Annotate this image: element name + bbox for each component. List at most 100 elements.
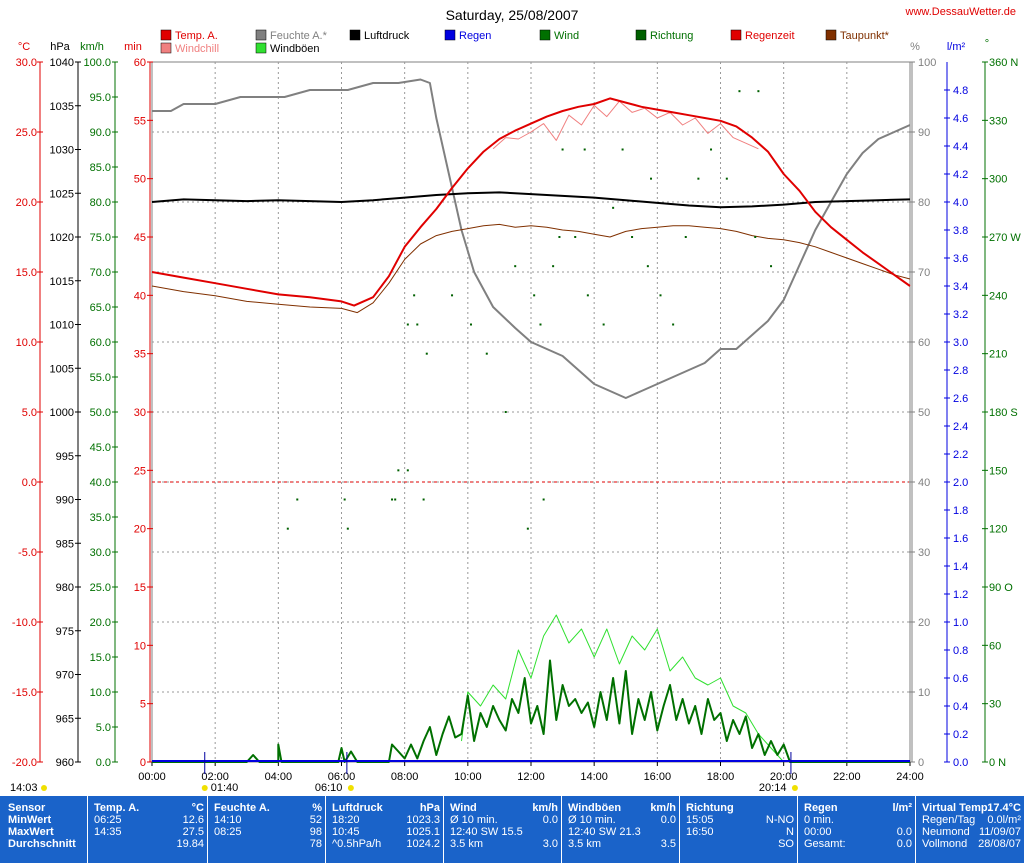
rain-axis-label: 1.0 [953, 617, 968, 629]
rain-axis-label: 1.4 [953, 561, 968, 573]
stats-cell-right: km/h [650, 802, 676, 814]
stats-cell-right: 17.4°C [987, 802, 1021, 814]
wind-axis-label: 65.0 [90, 302, 111, 314]
temp-axis-label: 30.0 [16, 57, 37, 69]
wind-axis-label: 45.0 [90, 442, 111, 454]
wind-axis-label: 90.0 [90, 127, 111, 139]
stats-header: Virtual Temp. 17.4°C [916, 802, 1024, 814]
direction-point [586, 294, 589, 297]
legend-label: Feuchte A.* [270, 30, 328, 42]
pressure-axis-label: 1015 [50, 276, 74, 288]
direction-point [286, 527, 289, 530]
direction-point [514, 265, 517, 268]
stats-cell-right: 28/08/07 [978, 838, 1021, 850]
humidity-axis-label: 30 [918, 547, 930, 559]
rain-axis-label: 3.8 [953, 225, 968, 237]
temp-axis-label: 15.0 [16, 267, 37, 279]
rain-axis-label: 3.0 [953, 337, 968, 349]
temp-axis-label: -10.0 [12, 617, 37, 629]
stats-column: Wind km/h Ø 10 min. 0.0 12:40 SW 15.5 3.5 km 3… [443, 796, 562, 863]
direction-point [504, 411, 507, 413]
stats-panel: Sensor MinWert MaxWert Durchschnitt Temp. A.… [0, 796, 1024, 863]
minutes-axis-label: 35 [134, 349, 146, 361]
direction-point [650, 177, 653, 180]
temp-axis-label: 20.0 [16, 197, 37, 209]
unit-rain: l/m² [947, 41, 966, 53]
rain-axis-label: 0.8 [953, 645, 968, 657]
series-feuchte-a [152, 78, 911, 399]
stats-header: Wind km/h [444, 802, 562, 814]
direction-point [485, 352, 488, 355]
stats-cell-left: Feuchte A. [214, 802, 270, 814]
x-tick-label: 18:00 [707, 771, 735, 783]
stats-cell-right: 11/09/07 [978, 826, 1021, 838]
direction-axis-label: 60 [989, 640, 1001, 652]
minutes-axis-label: 10 [134, 640, 146, 652]
stats-row: 00:00 0.0 [798, 826, 916, 838]
stats-cell-right: 78 [309, 838, 322, 850]
stats-header: Richtung [680, 802, 798, 814]
temp-axis-label: 0.0 [22, 477, 37, 489]
stats-row: 78 [208, 838, 326, 850]
stats-column: Richtung 15:05 N-NO 16:50 N SO [679, 796, 798, 863]
rain-axis-label: 2.2 [953, 449, 968, 461]
legend-label: Wind [554, 30, 579, 42]
direction-axis-label: 330 [989, 115, 1007, 127]
stats-cell-right: % [312, 802, 322, 814]
wind-axis-label: 85.0 [90, 162, 111, 174]
direction-point [469, 323, 472, 326]
direction-point [602, 323, 605, 326]
direction-point [738, 90, 741, 93]
humidity-axis-label: 80 [918, 197, 930, 209]
pressure-axis-label: 995 [56, 451, 74, 463]
humidity-axis-label: 40 [918, 477, 930, 489]
stats-column: Virtual Temp. 17.4°C Regen/Tag 0.0l/m² Neumo… [915, 796, 1024, 863]
legend-swatch [539, 29, 551, 41]
stats-cell-left: Virtual Temp. [922, 802, 991, 814]
stats-cell-left: 0 min. [804, 814, 834, 826]
rain-axis-label: 1.2 [953, 589, 968, 601]
rain-axis-label: 3.2 [953, 309, 968, 321]
stats-cell-left: Regen/Tag [922, 814, 976, 826]
direction-point [754, 236, 757, 238]
wind-axis-label: 80.0 [90, 197, 111, 209]
direction-point [425, 352, 428, 355]
rain-axis-label: 1.6 [953, 533, 968, 545]
direction-point [416, 323, 419, 326]
wind-axis-label: 75.0 [90, 232, 111, 244]
wind-axis-label: 55.0 [90, 372, 111, 384]
temp-axis-label: 25.0 [16, 127, 37, 139]
wind-axis-label: 10.0 [90, 687, 111, 699]
x-tick-label: 16:00 [644, 771, 672, 783]
wind-axis-label: 35.0 [90, 512, 111, 524]
stats-cell-left: Gesamt: [804, 838, 846, 850]
direction-point [422, 498, 425, 501]
temp-axis-label: -15.0 [12, 687, 37, 699]
temp-axis-label: -20.0 [12, 757, 37, 769]
legend-label: Temp. A. [175, 30, 218, 42]
x-tick-label: 00:00 [138, 771, 166, 783]
stats-header: Windböen km/h [562, 802, 680, 814]
unit-wind: km/h [80, 41, 104, 53]
unit-temp: °C [18, 41, 30, 53]
direction-point [542, 498, 545, 501]
x-tick-label: 24:00 [896, 771, 924, 783]
rain-axis-label: 4.4 [953, 141, 968, 153]
direction-point [725, 177, 728, 180]
stats-cell-right: 3.5 [660, 838, 676, 850]
stats-cell-left: 10:45 [332, 826, 360, 838]
stats-cell-right: l/m² [892, 802, 912, 814]
stats-cell-right: N-NO [765, 814, 794, 826]
pressure-axis-label: 965 [56, 713, 74, 725]
stats-row: Gesamt: 0.0 [798, 838, 916, 850]
wind-axis-label: 95.0 [90, 92, 111, 104]
stats-row: Ø 10 min. 0.0 [562, 814, 680, 826]
unit-percent: % [910, 41, 920, 53]
rain-axis-label: 2.0 [953, 477, 968, 489]
x-tick-label: 08:00 [391, 771, 419, 783]
site-link[interactable]: www.DessauWetter.de [905, 6, 1016, 18]
pressure-axis-label: 1020 [50, 232, 74, 244]
sun-markers: 14:03 01:40 06:10 20:14 [10, 752, 798, 794]
stats-cell-left: Durchschnitt [8, 838, 76, 850]
pressure-axis-label: 1035 [50, 101, 74, 113]
